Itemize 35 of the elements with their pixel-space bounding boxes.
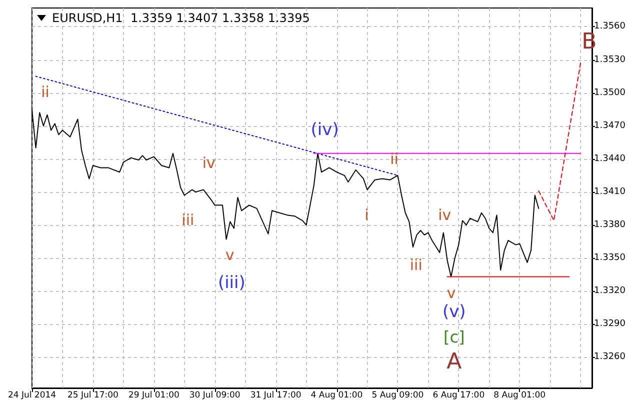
y-tick-label: 1.3320: [594, 286, 626, 296]
y-tick-label: 1.3410: [594, 186, 626, 197]
y-tick-label: 1.3560: [594, 22, 626, 32]
y-tick-label: 1.3530: [594, 54, 626, 65]
annotation: iii: [410, 256, 422, 274]
y-tick-label: 1.3380: [594, 220, 626, 230]
x-tick-label: 5 Aug 09:00: [372, 390, 424, 400]
x-tick-label: 8 Aug 01:00: [494, 390, 546, 400]
y-tick-label: 1.3500: [594, 88, 626, 98]
x-tick-label: 24 Jul 2014: [8, 390, 56, 400]
y-tick-label: 1.3290: [594, 319, 626, 330]
y-tick-label: 1.3440: [594, 154, 626, 164]
x-tick-label: 6 Aug 17:00: [432, 390, 485, 400]
annotation: i: [364, 206, 369, 224]
annotation: (v): [442, 302, 466, 322]
y-tick-label: 1.3350: [594, 253, 626, 264]
annotation: v: [225, 246, 234, 264]
y-tick-label: 1.3470: [594, 120, 626, 131]
chart-title: EURUSD,H1 1.3359 1.3407 1.3358 1.3395: [52, 11, 310, 25]
annotation: iv: [438, 206, 452, 224]
annotation: iii: [182, 211, 194, 229]
annotation: v: [446, 284, 456, 302]
x-tick-label: 4 Aug 01:00: [310, 390, 363, 400]
annotation: [c]: [444, 328, 465, 346]
annotation: (iv): [310, 120, 339, 140]
x-tick-label: 29 Jul 01:00: [128, 390, 180, 400]
annotation: iv: [202, 154, 216, 172]
annotation: (iii): [218, 273, 246, 293]
annotation: ii: [41, 83, 50, 101]
annotation: ii: [390, 150, 398, 168]
x-tick-label: 31 Jul 17:00: [250, 390, 302, 400]
y-tick-label: 1.3260: [594, 352, 626, 362]
x-tick-label: 30 Jul 09:00: [189, 390, 240, 400]
x-tick-label: 25 Jul 17:00: [67, 390, 118, 400]
annotation: A: [446, 350, 462, 374]
